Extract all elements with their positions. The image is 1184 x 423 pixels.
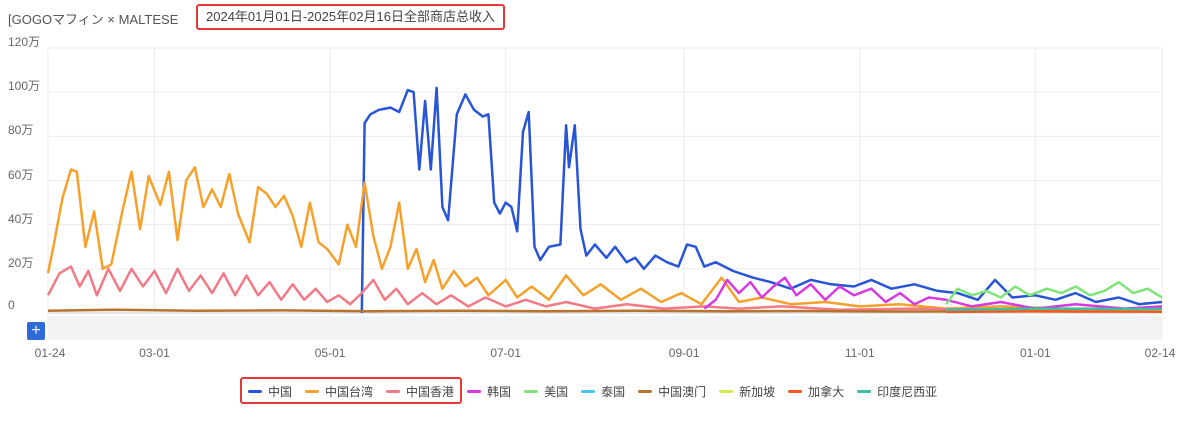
chart-title-date-range: 2024年01月01日-2025年02月16日全部商店总收入 (196, 4, 506, 30)
legend-item[interactable]: 美国 (524, 383, 568, 400)
legend-swatch (524, 389, 539, 393)
legend-label: 韩国 (487, 384, 512, 399)
legend-item[interactable]: 韩国 (467, 383, 511, 400)
legend-item[interactable]: 中国澳门 (638, 383, 706, 400)
legend-item[interactable]: 新加坡 (719, 383, 775, 400)
series-line (946, 307, 1163, 311)
y-tick-label: 40万 (8, 211, 34, 226)
legend-item[interactable]: 印度尼西亚 (857, 383, 937, 400)
expand-button[interactable]: + (27, 322, 45, 340)
legend-swatch (719, 389, 734, 393)
series-line (946, 309, 1163, 314)
y-tick-label: 60万 (8, 167, 34, 182)
legend-swatch (386, 389, 401, 393)
legend-swatch (581, 389, 596, 393)
legend-swatch (857, 389, 872, 393)
legend-label: 中国澳门 (658, 384, 707, 399)
legend-item[interactable]: 中国台湾 (305, 383, 373, 400)
y-tick-label: 120万 (8, 35, 41, 49)
legend-label: 加拿大 (808, 384, 845, 399)
legend-label: 泰国 (601, 384, 626, 399)
y-tick-label: 0 (8, 298, 15, 312)
legend-swatch (638, 389, 653, 393)
x-tick-label: 01-24 (34, 346, 66, 360)
x-tick-label: 03-01 (139, 346, 170, 360)
series-line (360, 86, 1163, 314)
y-tick-label: 80万 (8, 123, 34, 138)
range-navigator (48, 316, 1162, 340)
x-tick-label: 01-01 (1019, 346, 1051, 360)
legend-item[interactable]: 加拿大 (788, 383, 844, 400)
legend-item[interactable]: 中国香港 (386, 383, 454, 400)
y-tick-label: 20万 (8, 255, 34, 270)
legend-swatch (305, 389, 320, 393)
y-tick-label: 100万 (8, 79, 41, 94)
legend-label: 印度尼西亚 (877, 384, 938, 399)
legend-label: 中国香港 (406, 384, 455, 399)
legend-item[interactable]: 中国 (248, 383, 292, 400)
x-tick-label: 09-01 (668, 346, 700, 360)
legend-label: 新加坡 (739, 384, 776, 399)
chart-legend: 中国 中国台湾 中国香港 韩国 美国 泰国 中国澳门 新加坡 加拿大 印度尼西亚 (248, 380, 950, 402)
series-line (945, 280, 1163, 305)
series-line (46, 166, 1162, 310)
legend-item[interactable]: 泰国 (581, 383, 625, 400)
legend-swatch (467, 389, 482, 393)
legend-swatch (248, 389, 262, 393)
x-tick-label: 11-01 (844, 346, 875, 360)
x-tick-label: 07-01 (490, 346, 522, 360)
chart-title-prefix: [GOGOマフィン × MALTESE (8, 12, 179, 27)
series-line (46, 265, 1163, 313)
x-tick-label: 02-14 (1144, 346, 1176, 360)
x-tick-label: 05-01 (314, 346, 346, 360)
legend-label: 美国 (544, 384, 569, 399)
series-line (703, 276, 1163, 310)
legend-label: 中国 (268, 384, 293, 399)
legend-label: 中国台湾 (325, 384, 374, 399)
legend-swatch (788, 389, 803, 393)
